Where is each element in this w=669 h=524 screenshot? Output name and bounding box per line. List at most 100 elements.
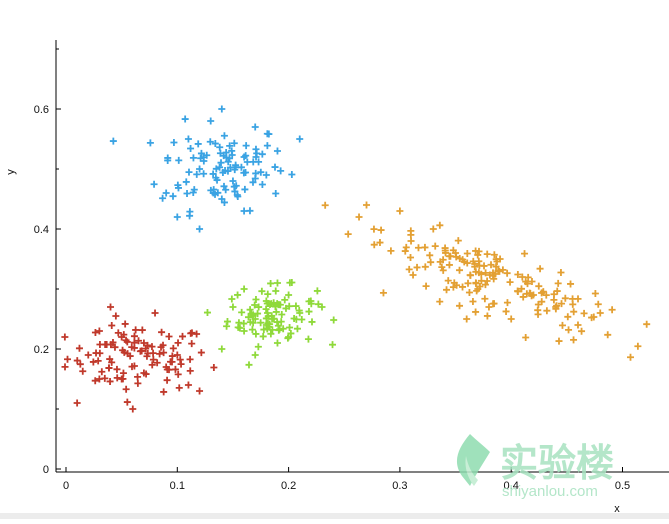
scatter-point-cluster-3 bbox=[236, 324, 244, 332]
scatter-point-cluster-4 bbox=[561, 294, 569, 302]
scatter-point-cluster-4 bbox=[396, 207, 404, 215]
scatter-point-cluster-2 bbox=[263, 142, 271, 150]
scatter-point-cluster-4 bbox=[413, 263, 421, 271]
scatter-point-cluster-2 bbox=[242, 152, 250, 160]
scatter-point-cluster-4 bbox=[523, 280, 531, 288]
scatter-point-cluster-4 bbox=[363, 201, 371, 209]
scatter-point-cluster-2 bbox=[252, 153, 260, 161]
scatter-point-cluster-3 bbox=[295, 307, 303, 315]
scatter-point-cluster-3 bbox=[254, 343, 262, 351]
scatter-point-cluster-3 bbox=[271, 303, 279, 311]
scatter-point-cluster-4 bbox=[483, 250, 491, 258]
scatter-point-cluster-4 bbox=[472, 279, 480, 287]
scatter-point-cluster-1 bbox=[163, 376, 171, 384]
scatter-point-cluster-4 bbox=[542, 291, 550, 299]
scatter-point-cluster-4 bbox=[570, 336, 578, 344]
scatter-point-cluster-4 bbox=[465, 289, 473, 297]
scatter-point-cluster-1 bbox=[91, 377, 99, 385]
scatter-point-cluster-3 bbox=[223, 318, 231, 326]
scatter-point-cluster-4 bbox=[443, 286, 451, 294]
scatter-point-cluster-2 bbox=[224, 158, 232, 166]
watermark-logo: 实验楼 shiyanlou.com bbox=[456, 434, 614, 500]
scatter-point-cluster-4 bbox=[543, 307, 551, 315]
scatter-point-cluster-1 bbox=[130, 332, 138, 340]
scatter-point-cluster-3 bbox=[276, 301, 284, 309]
scatter-point-cluster-2 bbox=[150, 180, 158, 188]
scatter-point-cluster-1 bbox=[159, 341, 167, 349]
scatter-point-cluster-3 bbox=[245, 361, 253, 369]
scatter-point-cluster-1 bbox=[91, 329, 99, 337]
scatter-point-cluster-2 bbox=[258, 150, 266, 158]
scatter-point-cluster-4 bbox=[538, 298, 546, 306]
scatter-point-cluster-4 bbox=[407, 231, 415, 239]
scatter-point-cluster-2 bbox=[222, 149, 230, 157]
scatter-point-cluster-4 bbox=[441, 244, 449, 252]
scatter-point-cluster-2 bbox=[241, 185, 249, 193]
scatter-point-cluster-4 bbox=[574, 321, 582, 329]
scatter-point-cluster-4 bbox=[558, 300, 566, 308]
scatter-point-cluster-1 bbox=[148, 361, 156, 369]
scatter-point-cluster-3 bbox=[305, 308, 313, 316]
scatter-point-cluster-4 bbox=[477, 277, 485, 285]
scatter-point-cluster-1 bbox=[175, 384, 183, 392]
bottom-scroll-strip bbox=[0, 513, 669, 519]
scatter-point-cluster-3 bbox=[251, 301, 259, 309]
scatter-point-cluster-1 bbox=[84, 351, 92, 359]
scatter-point-cluster-4 bbox=[439, 266, 447, 274]
scatter-point-cluster-2 bbox=[240, 169, 248, 177]
scatter-point-cluster-4 bbox=[444, 277, 452, 285]
scatter-point-cluster-4 bbox=[376, 239, 384, 247]
scatter-point-cluster-4 bbox=[590, 313, 598, 321]
scatter-point-cluster-4 bbox=[421, 263, 429, 271]
scatter-point-cluster-4 bbox=[538, 289, 546, 297]
scatter-point-cluster-1 bbox=[111, 343, 119, 351]
scatter-point-cluster-4 bbox=[402, 243, 410, 251]
scatter-point-cluster-1 bbox=[143, 341, 151, 349]
scatter-point-cluster-4 bbox=[422, 282, 430, 290]
scatter-point-cluster-3 bbox=[313, 287, 321, 295]
scatter-point-cluster-2 bbox=[187, 144, 195, 152]
scatter-point-cluster-1 bbox=[173, 351, 181, 359]
scatter-point-cluster-4 bbox=[564, 313, 572, 321]
scatter-point-cluster-1 bbox=[174, 339, 182, 347]
scatter-point-cluster-2 bbox=[230, 139, 238, 147]
scatter-point-cluster-4 bbox=[517, 285, 525, 293]
scatter-point-cluster-3 bbox=[318, 303, 326, 311]
scatter-point-cluster-1 bbox=[119, 346, 127, 354]
scatter-point-cluster-4 bbox=[492, 263, 500, 271]
scatter-point-cluster-3 bbox=[234, 291, 242, 299]
scatter-point-cluster-4 bbox=[481, 295, 489, 303]
scatter-point-cluster-1 bbox=[108, 322, 116, 329]
watermark-brand-cn: 实验楼 bbox=[500, 443, 614, 485]
scatter-point-cluster-3 bbox=[304, 335, 312, 343]
leaf-logo-icon-inner bbox=[465, 456, 478, 486]
scatter-point-cluster-4 bbox=[481, 281, 489, 289]
scatter-point-cluster-4 bbox=[578, 327, 586, 335]
scatter-point-cluster-3 bbox=[263, 299, 271, 307]
scatter-point-cluster-1 bbox=[171, 365, 179, 373]
scatter-point-cluster-2 bbox=[173, 213, 181, 221]
scatter-point-cluster-4 bbox=[499, 266, 507, 274]
scatter-point-cluster-4 bbox=[490, 275, 498, 283]
scatter-point-cluster-2 bbox=[209, 170, 217, 178]
scatter-point-cluster-2 bbox=[183, 189, 191, 197]
scatter-point-cluster-1 bbox=[73, 399, 81, 407]
scatter-point-cluster-3 bbox=[275, 326, 283, 334]
scatter-point-cluster-4 bbox=[580, 309, 588, 317]
scatter-point-cluster-1 bbox=[123, 398, 131, 406]
scatter-point-cluster-3 bbox=[259, 332, 267, 340]
scatter-point-cluster-3 bbox=[264, 290, 272, 298]
scatter-point-cluster-4 bbox=[475, 247, 483, 255]
scatter-point-cluster-2 bbox=[228, 147, 236, 155]
scatter-point-cluster-2 bbox=[184, 135, 192, 143]
scatter-point-cluster-2 bbox=[255, 158, 263, 166]
scatter-point-cluster-2 bbox=[146, 139, 154, 147]
scatter-point-cluster-4 bbox=[490, 251, 498, 259]
scatter-point-cluster-4 bbox=[377, 226, 385, 234]
scatter-point-cluster-4 bbox=[535, 282, 543, 290]
scatter-point-cluster-3 bbox=[273, 279, 281, 287]
x-tick-label: 0.4 bbox=[504, 480, 519, 492]
scatter-point-cluster-4 bbox=[608, 306, 616, 314]
scatter-point-cluster-4 bbox=[570, 308, 578, 316]
